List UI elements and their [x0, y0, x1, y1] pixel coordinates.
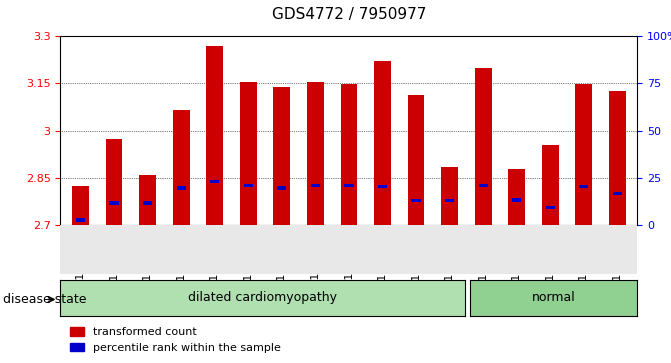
Bar	[143, 201, 152, 205]
Bar	[176, 186, 186, 189]
Bar	[340, 84, 357, 225]
Text: GDS4772 / 7950977: GDS4772 / 7950977	[272, 7, 426, 22]
Bar	[546, 206, 555, 209]
Bar	[407, 94, 424, 225]
Text: disease state: disease state	[3, 293, 87, 306]
Bar	[474, 68, 491, 225]
Bar	[240, 82, 256, 225]
Bar	[613, 192, 622, 195]
Bar	[206, 46, 223, 225]
Legend: transformed count, percentile rank within the sample: transformed count, percentile rank withi…	[66, 323, 285, 358]
Bar	[311, 184, 320, 187]
Bar	[273, 87, 290, 225]
Bar	[307, 82, 323, 225]
Bar	[72, 186, 89, 225]
Text: dilated cardiomyopathy: dilated cardiomyopathy	[189, 291, 338, 304]
Bar	[441, 167, 458, 225]
Bar	[541, 145, 558, 225]
Bar	[105, 139, 122, 225]
Bar	[512, 198, 521, 201]
Text: normal: normal	[532, 291, 576, 304]
Bar	[76, 218, 85, 222]
Bar	[579, 185, 588, 188]
Bar	[411, 199, 421, 202]
Bar	[508, 169, 525, 225]
Bar	[378, 185, 387, 188]
Bar	[244, 184, 253, 187]
Bar	[445, 199, 454, 202]
Bar	[374, 61, 391, 225]
Bar	[109, 201, 119, 205]
Bar	[172, 110, 189, 225]
Bar	[277, 186, 287, 189]
Bar	[478, 184, 488, 187]
Bar	[609, 91, 625, 225]
Bar	[344, 184, 354, 187]
Bar	[210, 180, 219, 183]
Bar	[140, 175, 156, 225]
Bar	[575, 84, 592, 225]
